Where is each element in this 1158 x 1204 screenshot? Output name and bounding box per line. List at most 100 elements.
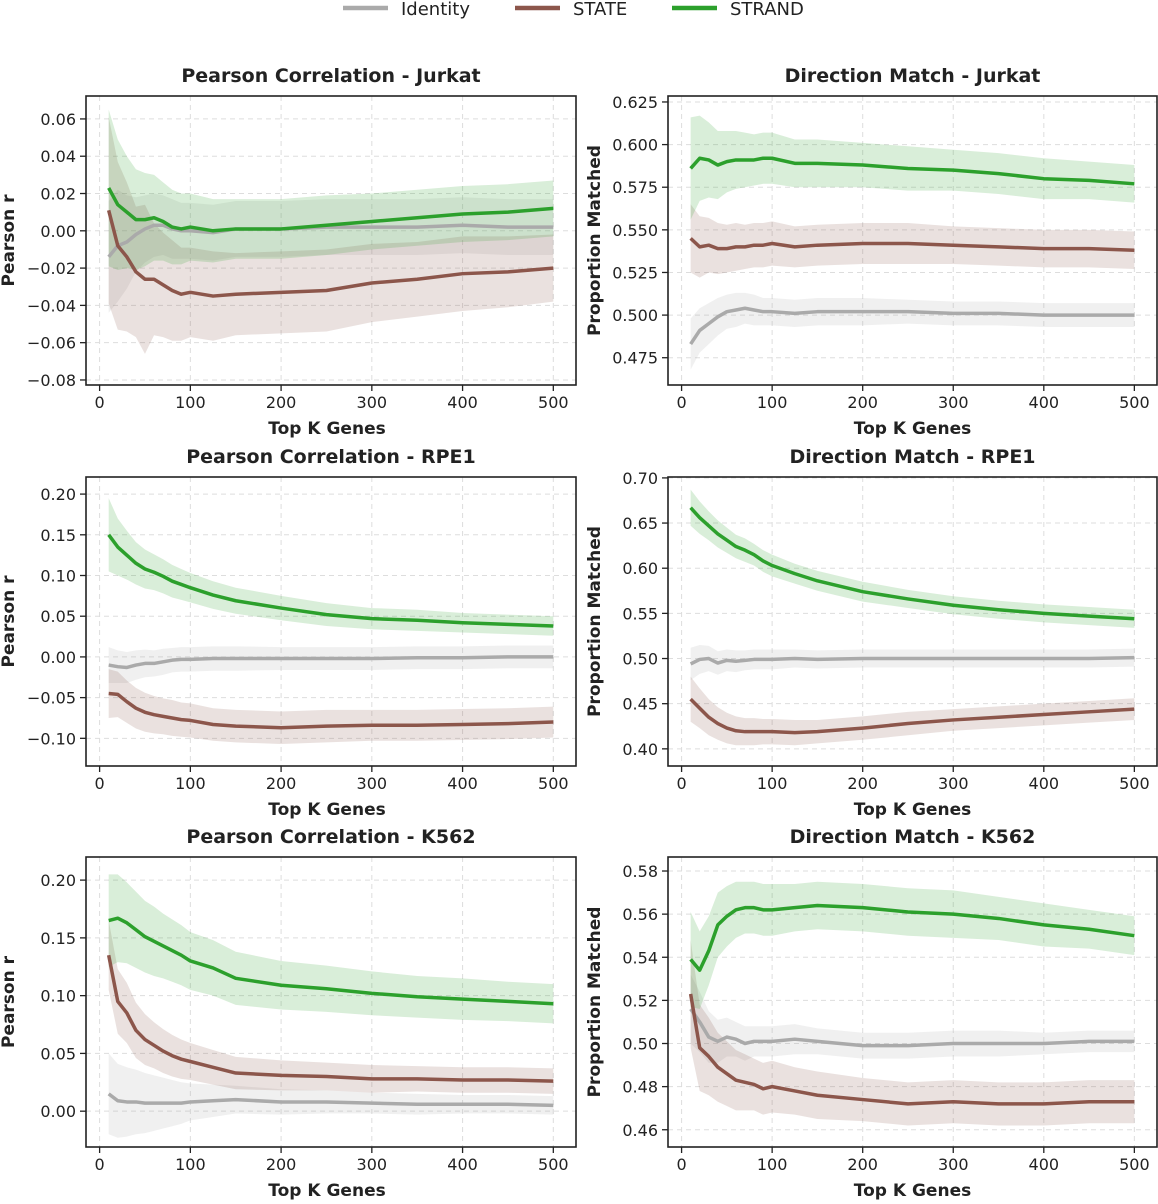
y-tick-label: 0.48 bbox=[622, 1078, 658, 1097]
y-tick-label: 0.52 bbox=[622, 991, 658, 1010]
x-tick-label: 500 bbox=[1119, 393, 1150, 412]
x-tick-label: 200 bbox=[847, 1155, 878, 1174]
band-identity bbox=[690, 644, 1135, 681]
band-strand bbox=[108, 874, 554, 1024]
panels: 0 100 200 300 400 500 −0.08 −0.06 −0.04 −0.02 0.00… bbox=[0, 65, 1158, 1201]
subplot-3: 0 100 200 300 400 500 −0.10 −0.05 0.00 0.05 0.10 0.… bbox=[0, 446, 577, 820]
x-tick-label: 200 bbox=[847, 393, 878, 412]
y-axis-label: Pearson r bbox=[0, 955, 19, 1048]
y-tick-label: 0.500 bbox=[612, 306, 658, 325]
subplot-title: Pearson Correlation - RPE1 bbox=[186, 446, 476, 468]
x-tick-label: 400 bbox=[1029, 393, 1060, 412]
y-tick-label: 0.10 bbox=[40, 987, 76, 1006]
subplot-4: 0 100 200 300 400 500 0.40 0.45 0.50 0.55 0.60 0.65… bbox=[585, 446, 1158, 820]
legend-item-identity: Identity bbox=[343, 0, 470, 20]
y-axis-label: Pearson r bbox=[0, 194, 19, 287]
x-tick-label: 200 bbox=[266, 393, 297, 412]
y-tick-label: 0.55 bbox=[622, 604, 658, 623]
y-tick-label: 0.575 bbox=[612, 178, 658, 197]
x-tick-label: 100 bbox=[757, 1155, 788, 1174]
x-axis-label: Top K Genes bbox=[268, 800, 385, 820]
line-strand bbox=[107, 187, 554, 233]
line-identity bbox=[689, 655, 1135, 666]
y-tick-label: −0.04 bbox=[27, 296, 76, 315]
line-strand bbox=[107, 533, 554, 628]
subplot-2: 0 100 200 300 400 500 0.475 0.500 0.525 0.550 0.57… bbox=[585, 65, 1158, 439]
line-identity bbox=[107, 223, 554, 259]
y-tick-label: 0.15 bbox=[40, 526, 76, 545]
y-tick-label: 0.600 bbox=[612, 136, 658, 155]
legend: Identity STATE STRAND bbox=[343, 0, 804, 20]
x-tick-label: 0 bbox=[95, 393, 105, 412]
line-state bbox=[689, 697, 1135, 735]
x-axis-label: Top K Genes bbox=[268, 419, 385, 439]
plot-area bbox=[689, 489, 1135, 746]
y-tick-label: 0.50 bbox=[622, 650, 658, 669]
y-tick-label: 0.475 bbox=[612, 349, 658, 368]
y-tick-label: 0.05 bbox=[40, 1044, 76, 1063]
y-tick-label: 0.00 bbox=[40, 1102, 76, 1121]
plot-area bbox=[107, 498, 554, 745]
legend-item-state: STATE bbox=[515, 0, 627, 20]
y-axis-label: Proportion Matched bbox=[585, 907, 605, 1098]
x-tick-label: 300 bbox=[357, 393, 388, 412]
subplot-title: Direction Match - RPE1 bbox=[789, 446, 1035, 468]
axes-frame bbox=[85, 476, 577, 767]
y-tick-label: 0.54 bbox=[622, 948, 658, 967]
subplot-title: Direction Match - Jurkat bbox=[785, 65, 1041, 87]
x-tick-label: 300 bbox=[938, 393, 969, 412]
x-tick-label: 500 bbox=[538, 774, 569, 793]
y-tick-label: 0.04 bbox=[40, 147, 76, 166]
subplot-title: Direction Match - K562 bbox=[790, 826, 1036, 848]
x-tick-label: 500 bbox=[1119, 774, 1150, 793]
x-tick-label: 500 bbox=[1119, 1155, 1150, 1174]
x-tick-label: 200 bbox=[266, 774, 297, 793]
line-identity bbox=[108, 655, 554, 670]
x-tick-label: 500 bbox=[538, 393, 569, 412]
y-tick-label: 0.50 bbox=[622, 1035, 658, 1054]
y-tick-label: 0.15 bbox=[40, 929, 76, 948]
x-tick-label: 500 bbox=[538, 1155, 569, 1174]
band-strand bbox=[108, 498, 554, 636]
subplot-title: Pearson Correlation - K562 bbox=[186, 826, 475, 848]
line-state bbox=[108, 691, 554, 730]
x-tick-label: 400 bbox=[447, 393, 478, 412]
line-strand bbox=[689, 156, 1135, 186]
y-tick-label: 0.20 bbox=[40, 871, 76, 890]
band-identity bbox=[690, 974, 1135, 1063]
y-tick-label: 0.525 bbox=[612, 263, 658, 282]
axes-frame bbox=[85, 95, 577, 386]
x-tick-label: 200 bbox=[847, 774, 878, 793]
y-axis-label: Proportion Matched bbox=[585, 526, 605, 717]
band-strand bbox=[690, 881, 1135, 1010]
y-tick-label: 0.65 bbox=[622, 514, 658, 533]
line-identity bbox=[689, 1008, 1135, 1048]
y-axis-label: Pearson r bbox=[0, 575, 19, 668]
axes-frame bbox=[667, 95, 1158, 386]
x-tick-label: 100 bbox=[175, 1155, 206, 1174]
band-state bbox=[108, 920, 554, 1094]
line-state bbox=[106, 954, 554, 1083]
y-tick-label: −0.08 bbox=[27, 371, 76, 390]
band-state bbox=[690, 940, 1135, 1126]
legend-label: STATE bbox=[573, 0, 627, 20]
x-tick-label: 0 bbox=[676, 1155, 686, 1174]
band-identity bbox=[108, 645, 554, 683]
axes-frame bbox=[667, 856, 1158, 1148]
line-state bbox=[106, 209, 554, 298]
y-tick-label: 0.45 bbox=[622, 695, 658, 714]
line-strand bbox=[689, 506, 1135, 621]
y-tick-label: 0.00 bbox=[40, 648, 76, 667]
plot-area bbox=[689, 115, 1135, 370]
line-state bbox=[689, 237, 1135, 253]
y-tick-label: 0.00 bbox=[40, 222, 76, 241]
x-tick-label: 400 bbox=[1029, 1155, 1060, 1174]
y-tick-label: 0.46 bbox=[622, 1121, 658, 1140]
y-tick-label: 0.02 bbox=[40, 185, 76, 204]
x-tick-label: 100 bbox=[757, 774, 788, 793]
y-tick-label: 0.56 bbox=[622, 905, 658, 924]
y-tick-label: −0.02 bbox=[27, 259, 76, 278]
x-tick-label: 400 bbox=[447, 1155, 478, 1174]
y-tick-label: 0.58 bbox=[622, 862, 658, 881]
line-identity bbox=[107, 1092, 554, 1108]
